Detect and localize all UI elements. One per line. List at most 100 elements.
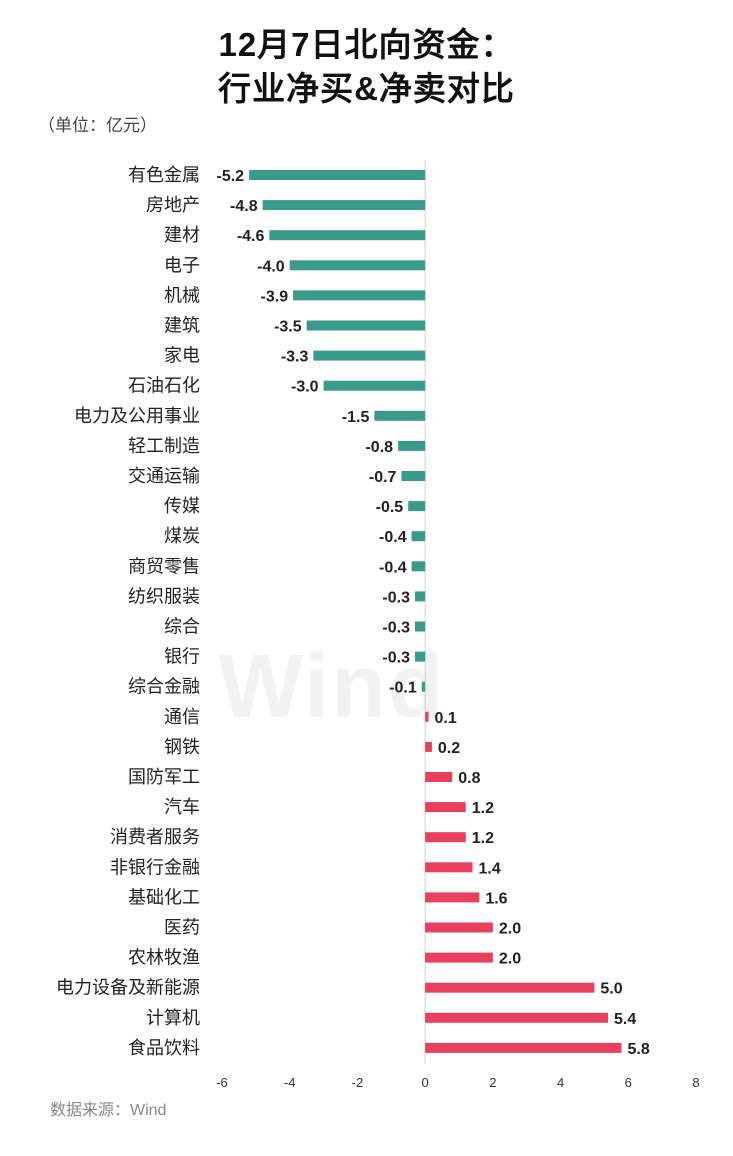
data-label: -0.8 — [365, 439, 393, 456]
bar — [411, 561, 426, 572]
category-label: 农林牧渔 — [128, 948, 200, 968]
chart-title-line1: 12月7日北向资金： — [218, 26, 515, 63]
data-label: 0.1 — [435, 710, 457, 727]
bar — [414, 591, 426, 602]
data-label: 5.8 — [628, 1041, 650, 1058]
bar — [425, 741, 432, 752]
data-label: -3.9 — [261, 288, 289, 305]
chart-title-line2: 行业净买&净卖对比 — [218, 70, 515, 107]
category-label: 钢铁 — [164, 737, 200, 757]
data-label: -5.2 — [217, 168, 245, 185]
category-label: 食品饮料 — [128, 1038, 200, 1058]
bar — [401, 471, 426, 481]
bar — [425, 832, 466, 843]
category-label: 有色金属 — [128, 165, 200, 185]
data-label: 1.2 — [472, 830, 494, 847]
data-label: -0.4 — [379, 529, 407, 546]
x-tick-label: 6 — [625, 1075, 632, 1090]
x-tick-label: 4 — [557, 1075, 564, 1090]
data-label: -0.5 — [376, 499, 404, 516]
category-label: 计算机 — [146, 1008, 200, 1028]
data-label: 1.2 — [472, 800, 494, 817]
category-label: 煤炭 — [164, 526, 200, 546]
data-label: -0.7 — [369, 469, 397, 486]
category-label: 建材 — [164, 225, 200, 245]
category-label: 交通运输 — [128, 466, 200, 486]
data-label: 2.0 — [499, 921, 521, 938]
data-label: -3.5 — [274, 319, 302, 336]
category-label: 国防军工 — [128, 767, 200, 787]
source-note: 数据来源：Wind — [50, 1102, 167, 1119]
bar — [425, 802, 466, 813]
category-label: 通信 — [164, 707, 200, 727]
data-label: -1.5 — [342, 409, 370, 426]
bar — [425, 1042, 622, 1053]
data-label: -0.3 — [382, 620, 410, 637]
x-tick-label: 2 — [489, 1075, 496, 1090]
category-label: 综合金融 — [128, 677, 200, 697]
bar — [425, 711, 429, 722]
bar — [425, 922, 493, 933]
category-label: 建筑 — [164, 316, 200, 336]
category-label: 医药 — [164, 918, 200, 938]
category-label: 基础化工 — [128, 887, 200, 907]
category-label: 家电 — [164, 346, 200, 366]
bar — [398, 440, 426, 451]
x-tick-label: -6 — [216, 1075, 228, 1090]
data-label: -0.1 — [389, 680, 417, 697]
unit-label: （单位：亿元） — [38, 116, 157, 135]
category-label: 汽车 — [164, 797, 200, 817]
bar — [425, 862, 473, 873]
data-label: -4.0 — [257, 258, 285, 275]
bar — [425, 1012, 608, 1023]
data-label: 1.6 — [485, 890, 507, 907]
data-label: -4.6 — [237, 228, 265, 245]
data-label: 1.4 — [479, 860, 501, 877]
category-label: 轻工制造 — [128, 436, 200, 456]
bar — [421, 681, 426, 692]
data-label: -4.8 — [230, 198, 258, 215]
category-label: 商贸零售 — [128, 556, 200, 576]
category-label: 电力及公用事业 — [74, 406, 200, 426]
data-label: 5.0 — [600, 981, 622, 998]
data-label: 0.2 — [438, 740, 460, 757]
bar — [408, 501, 426, 512]
bar — [414, 621, 426, 632]
bar — [249, 170, 426, 180]
data-label: -3.3 — [281, 349, 309, 366]
category-label: 纺织服装 — [128, 586, 200, 606]
category-label: 房地产 — [146, 195, 200, 215]
data-label: 2.0 — [499, 951, 521, 968]
category-label: 石油石化 — [128, 376, 200, 396]
bar — [323, 380, 426, 391]
bar — [425, 772, 453, 782]
bar — [425, 952, 493, 963]
data-label: -3.0 — [291, 379, 319, 396]
category-label: 电子 — [164, 255, 200, 275]
data-label: -0.3 — [382, 589, 410, 606]
bar — [425, 982, 595, 993]
bar — [293, 290, 426, 301]
watermark-logo: Wind — [218, 637, 446, 737]
bar — [414, 651, 426, 662]
category-label: 非银行金融 — [110, 857, 200, 877]
category-label: 消费者服务 — [110, 827, 200, 847]
data-label: -0.4 — [379, 559, 407, 576]
x-tick-label: -2 — [352, 1075, 364, 1090]
bar — [313, 350, 426, 361]
category-label: 电力设备及新能源 — [56, 978, 200, 998]
category-label: 银行 — [164, 647, 200, 667]
bar — [262, 200, 426, 211]
category-label: 机械 — [164, 285, 200, 305]
bar — [306, 320, 426, 331]
x-tick-label: 0 — [422, 1075, 429, 1090]
category-label: 综合 — [164, 617, 200, 637]
bar — [425, 892, 480, 903]
category-label: 传媒 — [164, 496, 200, 516]
bar — [374, 410, 426, 421]
x-tick-label: -4 — [284, 1075, 296, 1090]
x-tick-label: 8 — [692, 1075, 699, 1090]
bar — [411, 531, 426, 542]
data-label: 0.8 — [458, 770, 480, 787]
